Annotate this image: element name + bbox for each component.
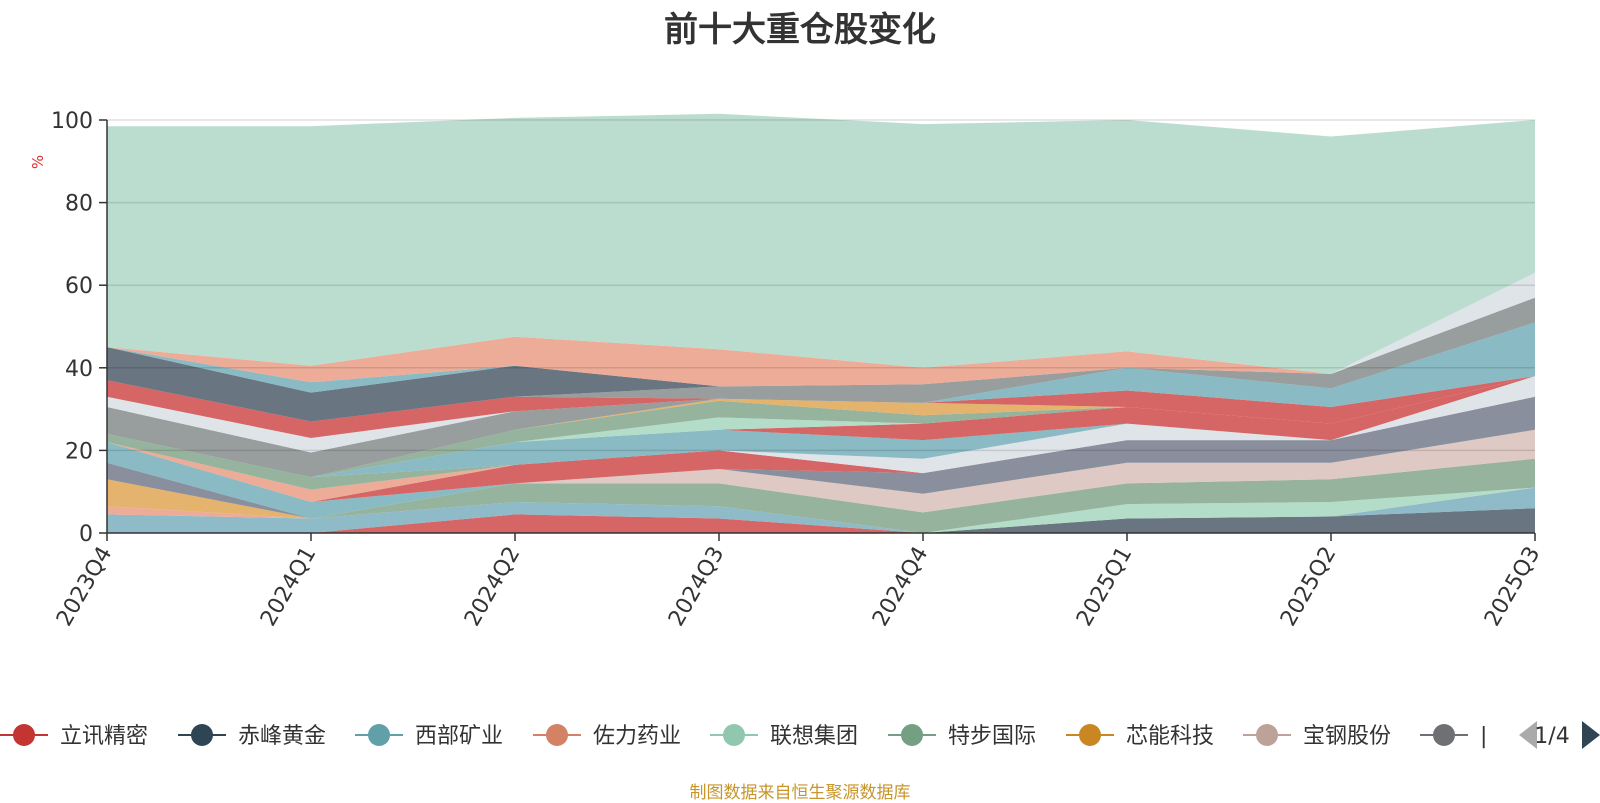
legend-marker xyxy=(1433,724,1455,746)
area-series-8 xyxy=(107,396,1535,519)
y-tick-label: 100 xyxy=(51,109,93,134)
area-series-14 xyxy=(107,376,1535,478)
y-tick-label: 60 xyxy=(65,274,93,299)
area-series-11 xyxy=(107,376,1535,502)
legend-item[interactable]: 芯能科技 xyxy=(1066,724,1214,749)
area-series-6 xyxy=(107,429,1535,519)
legend-item[interactable]: 特步国际 xyxy=(888,724,1036,749)
triangle-right-icon[interactable] xyxy=(1582,721,1600,749)
area-series-3 xyxy=(107,487,1535,533)
legend-marker xyxy=(1256,724,1278,746)
legend-item[interactable]: 赤峰黄金 xyxy=(178,724,326,749)
y-tick-label: 0 xyxy=(79,522,93,547)
x-tick-label: 2025Q1 xyxy=(1072,543,1137,631)
x-tick-label: 2024Q4 xyxy=(868,543,933,631)
legend-item[interactable]: 宝钢股份 xyxy=(1243,724,1391,749)
legend-label: 赤峰黄金 xyxy=(238,724,326,749)
legend-label: 芯能科技 xyxy=(1126,724,1214,749)
triangle-left-icon[interactable] xyxy=(1519,721,1537,749)
area-series-25 xyxy=(107,272,1535,422)
x-tick-label: 2023Q4 xyxy=(52,543,117,631)
area-series-23 xyxy=(107,297,1535,422)
legend-page-indicator: 1/4 xyxy=(1534,724,1569,749)
legend-item[interactable]: | xyxy=(1420,724,1487,749)
chart-title: 前十大重仓股变化 xyxy=(664,10,936,50)
area-layers xyxy=(107,113,1535,533)
x-tick-label: 2024Q3 xyxy=(664,543,729,631)
y-tick-label: 80 xyxy=(65,192,93,217)
area-series-16 xyxy=(107,376,1535,478)
legend-label: 特步国际 xyxy=(948,724,1036,749)
source-note: 制图数据来自恒生聚源数据库 xyxy=(689,783,911,803)
area-series-10 xyxy=(107,396,1535,502)
x-tick-label: 2024Q1 xyxy=(256,543,321,631)
legend-label: 立讯精密 xyxy=(60,724,148,749)
x-tick-label: 2024Q2 xyxy=(460,543,525,631)
area-series-7 xyxy=(107,429,1535,519)
legend-item[interactable]: 西部矿业 xyxy=(355,724,503,749)
legend-marker xyxy=(368,724,390,746)
legend-label: 西部矿业 xyxy=(415,724,503,749)
area-series-0 xyxy=(107,514,1535,533)
legend-item[interactable]: 立讯精密 xyxy=(0,724,148,749)
area-series-2 xyxy=(107,487,1535,533)
x-tick-label: 2025Q3 xyxy=(1480,543,1545,631)
legend-item[interactable]: 联想集团 xyxy=(710,724,858,749)
legend-label: 佐力药业 xyxy=(593,724,681,749)
area-series-21 xyxy=(107,376,1535,438)
area-series-5 xyxy=(107,458,1535,533)
legend-marker xyxy=(1079,724,1101,746)
y-tick-label: 40 xyxy=(65,357,93,382)
legend-marker xyxy=(546,724,568,746)
area-series-1 xyxy=(107,508,1535,533)
legend-marker xyxy=(13,724,35,746)
gridlines xyxy=(107,119,1535,452)
y-axis-label: % xyxy=(29,155,47,169)
legend-label: | xyxy=(1480,724,1487,749)
y-tick-label: 20 xyxy=(65,439,93,464)
legend-item[interactable]: 佐力药业 xyxy=(533,724,681,749)
legend: 立讯精密 赤峰黄金 西部矿业 佐力药业 联想集团 特步国际 芯能科技 宝钢股份 | 1/4 xyxy=(0,721,1600,749)
legend-marker xyxy=(191,724,213,746)
legend-marker xyxy=(901,724,923,746)
area-series-15 xyxy=(107,376,1535,478)
legend-label: 联想集团 xyxy=(770,724,858,749)
area-series-28 xyxy=(107,113,1535,375)
area-series-27 xyxy=(107,272,1535,387)
legend-marker xyxy=(723,724,745,746)
legend-label: 宝钢股份 xyxy=(1303,724,1391,749)
x-tick-label: 2025Q2 xyxy=(1276,543,1341,631)
